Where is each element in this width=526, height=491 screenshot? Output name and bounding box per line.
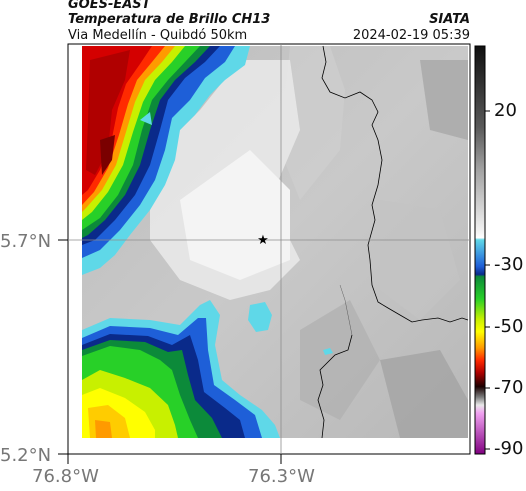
border-lower [317,334,353,439]
colorbar-label: -70 [494,377,524,398]
lat-tick-label: 5.2°N [0,445,52,466]
lat-tick-label: 5.7°N [0,231,52,252]
location-star-icon: ★ [257,232,269,247]
region-subtitle: Via Medellín - Quibdó 50km [68,28,248,43]
colorbar-label: 20 [494,100,517,121]
colorbar-label: -30 [494,254,524,275]
lon-tick-label: 76.3°W [248,466,315,487]
organization-label: SIATA [429,12,470,27]
timestamp-label: 2024-02-19 05:39 [352,28,470,43]
brightness-temperature-image [82,46,468,438]
lon-tick-label: 76.8°W [32,466,99,487]
product-title: Temperatura de Brillo CH13 [68,12,271,27]
satellite-name: GOES-EAST [68,0,151,12]
colorbar-label: -50 [494,316,524,337]
colorbar-label: -90 [494,438,524,459]
colorbar [474,45,486,455]
regional-border [321,45,469,323]
